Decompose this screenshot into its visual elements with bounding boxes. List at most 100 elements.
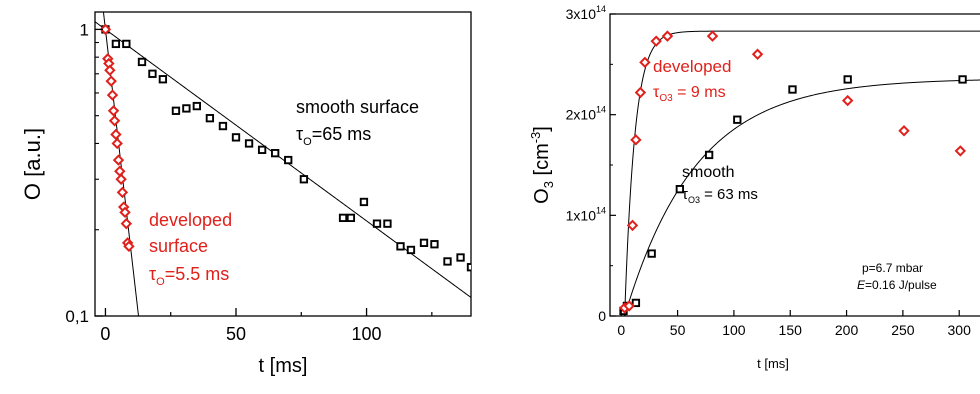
energy-symbol: E bbox=[857, 278, 866, 292]
left-annotation-surface: surface bbox=[149, 236, 208, 256]
right-point-diamond bbox=[634, 86, 647, 99]
left-annotation-developed-tau: τO=5.5 ms bbox=[149, 264, 229, 288]
right-annotation-developed: developed bbox=[653, 57, 731, 76]
right-point-square bbox=[675, 185, 684, 194]
left-point-diamond bbox=[119, 206, 131, 219]
left-point-diamond bbox=[99, 23, 112, 36]
right-point-diamond bbox=[841, 94, 854, 107]
left-xtick-label: 50 bbox=[226, 324, 246, 344]
left-point-square bbox=[456, 253, 465, 262]
tau-sub: O bbox=[303, 136, 312, 148]
right-point-diamond bbox=[661, 30, 674, 42]
right-xtick-label: 250 bbox=[891, 322, 915, 338]
right-ytick-label: 1x1014 bbox=[566, 205, 606, 223]
left-ytick-label: 1 bbox=[80, 20, 89, 39]
left-point-square bbox=[122, 39, 131, 49]
right-xtick-label: 300 bbox=[948, 322, 972, 338]
left-xtick-label: 100 bbox=[352, 324, 382, 344]
left-xlabel: t [ms] bbox=[259, 355, 308, 377]
right-xlabel: t [ms] bbox=[757, 356, 789, 371]
tau-sub: O3 bbox=[659, 93, 673, 104]
left-point-square bbox=[372, 219, 382, 228]
left-annotation-smooth: smooth surface bbox=[296, 97, 419, 117]
right-point-diamond bbox=[639, 56, 651, 69]
ylabel-sup: -3 bbox=[528, 132, 543, 144]
right-point-diamond bbox=[898, 125, 910, 137]
left-point-diamond bbox=[105, 75, 117, 87]
left-chart: 0 50 100 0,1 1 O [a.u.] t [ms] smooth surfac… bbox=[20, 11, 472, 377]
right-annotation-smooth: smooth bbox=[682, 164, 734, 181]
right-smooth-fit bbox=[624, 79, 980, 316]
right-xtick-label: 200 bbox=[835, 322, 859, 338]
right-point-square bbox=[788, 85, 797, 94]
right-ytick-label: 3x1014 bbox=[566, 4, 606, 22]
left-ytick-label: 0,1 bbox=[65, 307, 89, 326]
right-xtick-label: 100 bbox=[722, 322, 746, 338]
ylabel-rest: [cm bbox=[531, 143, 553, 181]
right-xtick-label: 0 bbox=[617, 322, 625, 338]
right-point-square bbox=[631, 298, 641, 308]
left-point-square bbox=[359, 197, 369, 207]
left-point-diamond bbox=[120, 217, 133, 230]
right-xtick-label: 50 bbox=[670, 322, 686, 338]
tau-value: = 9 ms bbox=[673, 84, 726, 101]
tau-sub: O3 bbox=[688, 195, 700, 205]
left-smooth-fit bbox=[95, 21, 471, 298]
left-point-square bbox=[338, 213, 348, 223]
left-point-square bbox=[218, 121, 228, 131]
left-point-square bbox=[111, 39, 121, 49]
left-point-diamond bbox=[110, 128, 122, 141]
right-ytick-label: 2x1014 bbox=[566, 105, 606, 123]
tau-symbol: τ bbox=[149, 264, 156, 284]
left-point-square bbox=[406, 245, 416, 255]
right-developed-fit bbox=[624, 30, 980, 316]
left-xtick-label: 0 bbox=[100, 324, 110, 344]
right-point-square bbox=[843, 75, 852, 84]
left-developed-fit bbox=[102, 12, 140, 316]
tau-value: =65 ms bbox=[312, 124, 372, 144]
right-point-diamond bbox=[650, 35, 662, 47]
left-point-diamond bbox=[116, 186, 129, 199]
left-annotation-smooth-tau: τO=65 ms bbox=[296, 124, 371, 148]
right-point-diamond bbox=[751, 48, 764, 60]
ylabel-end: ] bbox=[531, 126, 553, 132]
left-point-diamond bbox=[104, 64, 116, 76]
energy-value: =0.16 J/pulse bbox=[865, 278, 937, 292]
left-point-square bbox=[346, 213, 356, 223]
left-point-square bbox=[257, 145, 267, 154]
tau-value: = 63 ms bbox=[700, 186, 758, 203]
right-ytick-label: 0 bbox=[598, 308, 606, 324]
left-point-diamond bbox=[108, 115, 121, 127]
left-annotation-developed: developed bbox=[149, 210, 232, 230]
left-point-square bbox=[383, 219, 392, 228]
left-point-square bbox=[244, 139, 254, 148]
left-point-diamond bbox=[115, 173, 127, 185]
left-point-diamond bbox=[107, 105, 120, 117]
left-point-square bbox=[231, 133, 241, 142]
right-point-diamond bbox=[630, 134, 642, 146]
left-point-square bbox=[171, 106, 181, 115]
right-point-diamond bbox=[954, 145, 967, 157]
right-ylabel: O3 [cm-3] bbox=[528, 126, 556, 204]
left-point-square bbox=[284, 155, 293, 165]
right-point-diamond bbox=[626, 219, 639, 232]
tau-symbol: τ bbox=[653, 84, 660, 101]
left-point-square bbox=[148, 69, 157, 78]
left-point-diamond bbox=[112, 154, 125, 166]
left-point-square bbox=[271, 149, 280, 158]
left-point-square bbox=[137, 57, 147, 67]
left-point-square bbox=[466, 263, 471, 272]
left-point-diamond bbox=[106, 89, 119, 101]
right-annotation-energy: E=0.16 J/pulse bbox=[857, 278, 937, 292]
left-point-diamond bbox=[111, 137, 123, 150]
right-annotation-smooth-tau: τO3 = 63 ms bbox=[682, 186, 758, 205]
left-point-square bbox=[182, 104, 191, 113]
right-point-square bbox=[647, 249, 656, 258]
tau-symbol: τ bbox=[682, 186, 688, 203]
left-point-square bbox=[299, 175, 309, 184]
right-point-diamond bbox=[706, 30, 719, 42]
right-annotation-developed-tau: τO3 = 9 ms bbox=[653, 84, 726, 104]
left-point-square bbox=[443, 257, 452, 266]
right-chart: 0 50 100 150 200 250 300 0 1x1014 2x1014 3x1014 O3… bbox=[528, 4, 980, 371]
